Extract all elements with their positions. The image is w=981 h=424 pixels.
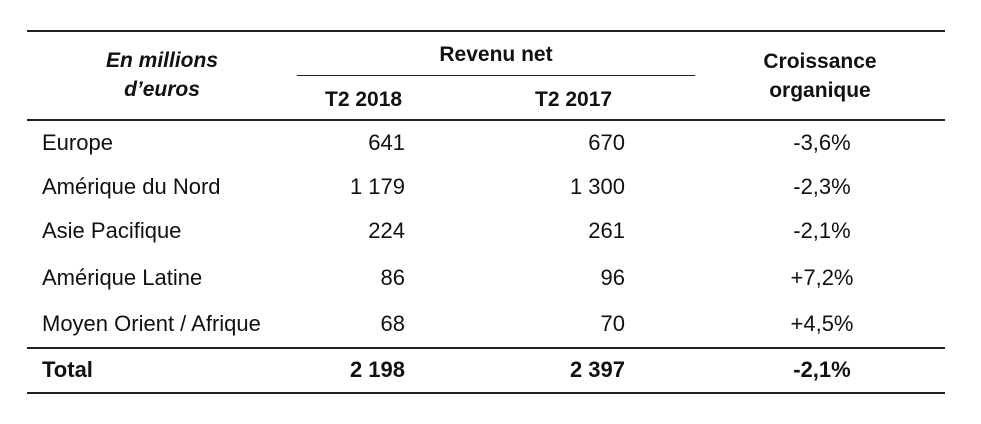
growth-header-line2: organique <box>769 79 871 102</box>
value-t2-2017: 670 <box>588 130 625 155</box>
region-label: Moyen Orient / Afrique <box>42 311 261 336</box>
growth-value: +7,2% <box>790 265 854 290</box>
revenue-group-header: Revenu net <box>439 43 553 66</box>
region-label: Amérique du Nord <box>42 174 221 199</box>
region-label: Amérique Latine <box>42 265 203 290</box>
region-label: Asie Pacifique <box>42 218 182 243</box>
value-t2-2018: 641 <box>368 130 405 155</box>
value-t2-2018: 1 179 <box>349 174 405 199</box>
growth-value: -2,3% <box>793 174 851 199</box>
total-top-rule <box>27 347 945 349</box>
header-bottom-rule <box>27 119 945 121</box>
value-t2-2018: 224 <box>368 218 405 243</box>
value-t2-2017: 70 <box>600 311 625 336</box>
total-t2-2018: 2 198 <box>349 357 405 382</box>
total-growth: -2,1% <box>793 357 851 382</box>
value-t2-2017: 261 <box>588 218 625 243</box>
table-bottom-rule <box>27 392 945 394</box>
revenue-group-rule <box>297 75 695 76</box>
col-header-t2-2018: T2 2018 <box>325 88 403 111</box>
table-top-rule <box>27 30 945 32</box>
growth-value: -3,6% <box>793 130 851 155</box>
total-label: Total <box>42 357 93 382</box>
growth-value: +4,5% <box>790 311 854 336</box>
value-t2-2017: 1 300 <box>569 174 625 199</box>
growth-header-line1: Croissance <box>763 50 877 73</box>
value-t2-2017: 96 <box>600 265 625 290</box>
value-t2-2018: 68 <box>380 311 405 336</box>
unit-label-line2: d’euros <box>124 78 200 101</box>
growth-value: -2,1% <box>793 218 851 243</box>
total-t2-2017: 2 397 <box>569 357 625 382</box>
unit-label-line1: En millions <box>105 49 218 72</box>
region-label: Europe <box>42 130 113 155</box>
value-t2-2018: 86 <box>380 265 405 290</box>
col-header-t2-2017: T2 2017 <box>535 88 613 111</box>
